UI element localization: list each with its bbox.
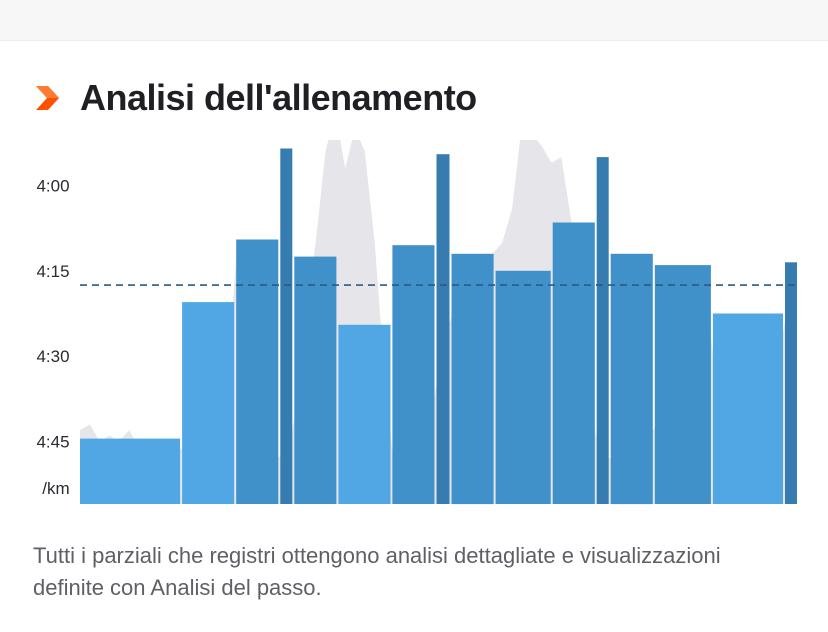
split-bar-12[interactable] <box>596 157 609 504</box>
pace-analysis-chart: 4:00 4:15 4:30 4:45/km <box>36 140 797 505</box>
split-bar-6[interactable] <box>338 324 391 504</box>
split-bar-10[interactable] <box>495 270 551 504</box>
split-bar-16[interactable] <box>785 262 797 504</box>
chevron-right-icon <box>36 86 59 110</box>
split-bar-8[interactable] <box>436 154 450 504</box>
feature-caption: Tutti i parziali che registri ottengono … <box>33 543 721 600</box>
split-bar-14[interactable] <box>654 265 711 504</box>
y-tick-label: 4:30 <box>36 347 69 366</box>
split-bar-3[interactable] <box>236 239 279 505</box>
top-strip <box>0 0 828 41</box>
y-tick-label: 4:45 <box>36 432 69 451</box>
split-bar-9[interactable] <box>451 253 494 505</box>
y-tick-label: 4:00 <box>36 177 69 196</box>
y-unit-label: /km <box>42 479 69 498</box>
split-bar-7[interactable] <box>392 245 435 504</box>
section-title: Analisi dell'allenamento <box>80 77 477 118</box>
split-bar-4[interactable] <box>280 148 293 505</box>
split-bar-15[interactable] <box>712 313 783 505</box>
split-bar-2[interactable] <box>182 302 235 504</box>
split-bar-13[interactable] <box>610 253 653 505</box>
section-header: Analisi dell'allenamento <box>34 74 477 122</box>
split-bar-11[interactable] <box>552 222 595 505</box>
split-bar-1[interactable] <box>80 438 181 504</box>
split-bar-5[interactable] <box>294 256 337 504</box>
y-tick-label: 4:15 <box>36 262 69 281</box>
